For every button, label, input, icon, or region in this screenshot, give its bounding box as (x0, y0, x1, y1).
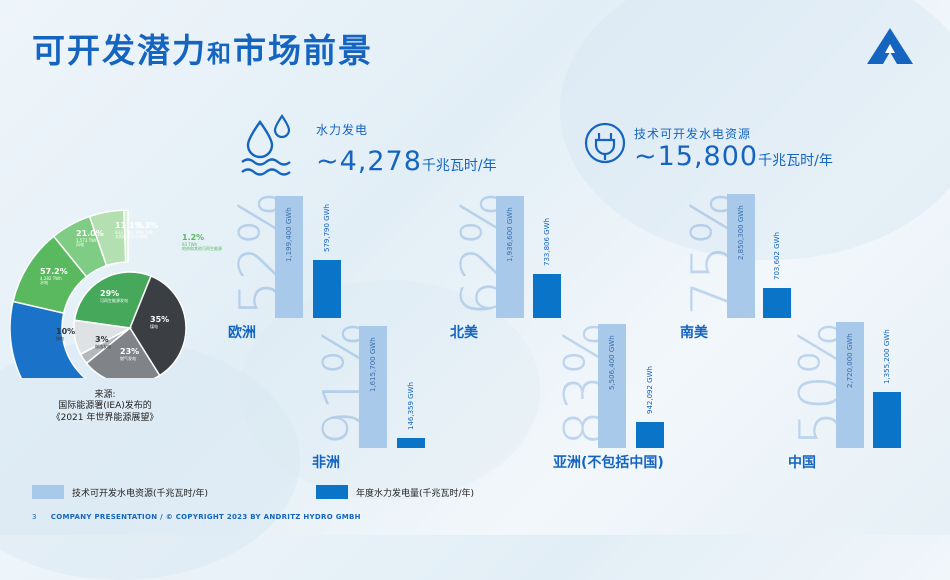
energy-mix-donut: 57.2% 4,282 TWh 水电 21.0% 1,573 TWh 风电 11.1% 833… (9, 198, 222, 447)
annual-generation-bar (636, 422, 664, 448)
annual-generation-bar (533, 274, 561, 318)
tech-resource-value: 2,720,000 GWh (846, 333, 854, 388)
tech-resource-bar: 2,850,300 GWh (727, 194, 755, 318)
generation-slice-label: 23% 燃气发电 (120, 347, 140, 361)
region-name: 欧洲 (228, 325, 256, 341)
hydro-label: 水力发电 (316, 123, 369, 137)
tech-resource-bar: 1,936,600 GWh (496, 196, 524, 318)
tech-resource-bar: 2,720,000 GWh (836, 322, 864, 448)
water-drops-icon (241, 114, 291, 176)
generation-slice-4 (73, 319, 133, 356)
renewable-slice-label: 1.2% 93 TWh 地热和其他可再生能源 (182, 233, 222, 252)
generation-slice-label: 35% 煤电 (150, 315, 170, 329)
region-name: 南美 (680, 325, 708, 341)
energy-mix-donut-graphic (9, 209, 187, 447)
annual-generation-bar (873, 392, 901, 448)
footer: 3 COMPANY PRESENTATION / © COPYRIGHT 2023… (32, 513, 361, 521)
region-name: 中国 (788, 455, 816, 471)
annual-generation-value: 579,790 GWh (323, 204, 331, 252)
tech-resource-bar: 5,506,400 GWh (598, 324, 626, 448)
generation-slice-label: 29% 可再生能源发电 (100, 289, 128, 303)
renewable-slice-label: 11.1% 833 TWh 太阳能光伏 (115, 221, 143, 240)
generation-slice-0 (73, 271, 152, 329)
renewable-slice-4 (123, 209, 129, 263)
renewable-slice-label: 57.2% 4,282 TWh 水电 (40, 267, 68, 286)
legend-annual-swatch (316, 485, 348, 499)
page-title: 可开发潜力和市场前景 (32, 31, 373, 70)
tech-resource-value: 5,506,400 GWh (608, 335, 616, 390)
legend-tech-label: 技术可开发水电资源(千兆瓦时/年) (72, 489, 209, 499)
generation-slice-label: 10% 核电 (56, 327, 76, 341)
region-name: 非洲 (312, 455, 340, 471)
annual-generation-value: 1,355,200 GWh (883, 329, 891, 384)
copyright-text: COMPANY PRESENTATION / © COPYRIGHT 2023 … (50, 513, 361, 521)
generation-slice-1 (129, 275, 187, 377)
generation-slice-label: 3% 燃油发电 (95, 335, 111, 349)
legend-tech-swatch (32, 485, 64, 499)
region-name: 北美 (450, 325, 478, 341)
renewable-slice-label: 21.0% 1,573 TWh 风电 (76, 229, 104, 248)
tech-resource-value: 1,199,400 GWh (285, 207, 293, 262)
tech-resource-value: 2,850,300 GWh (737, 205, 745, 260)
tech-resource-bar: 1,615,700 GWh (359, 326, 387, 448)
tech-resource-value: 1,936,600 GWh (506, 207, 514, 262)
hydro-value: ~4,278千兆瓦时/年 (316, 146, 497, 177)
legend-annual-label: 年度水力发电量(千兆瓦时/年) (356, 489, 475, 499)
tech-resource-bar: 1,199,400 GWh (275, 196, 303, 318)
annual-generation-value: 146,359 GWh (407, 382, 415, 430)
source-note: 来源: 国际能源署(IEA)发布的 《2021 年世界能源展望》 (51, 390, 159, 423)
resource-value: ~15,800千兆瓦时/年 (634, 141, 833, 172)
resource-label: 技术可开发水电资源 (634, 127, 752, 141)
annual-generation-bar (763, 288, 791, 318)
region-name: 亚洲(不包括中国) (553, 455, 664, 471)
annual-generation-value: 733,806 GWh (543, 218, 551, 266)
page-number: 3 (32, 513, 37, 521)
annual-generation-value: 703,602 GWh (773, 232, 781, 280)
tech-resource-value: 1,615,700 GWh (369, 337, 377, 392)
power-plug-icon (584, 122, 626, 164)
andritz-logo (867, 28, 913, 64)
renewable-slice-label: 9.3% 698 TWh 生物能 (136, 221, 159, 240)
annual-generation-bar (397, 438, 425, 448)
annual-generation-bar (313, 260, 341, 318)
annual-generation-value: 942,092 GWh (646, 366, 654, 414)
